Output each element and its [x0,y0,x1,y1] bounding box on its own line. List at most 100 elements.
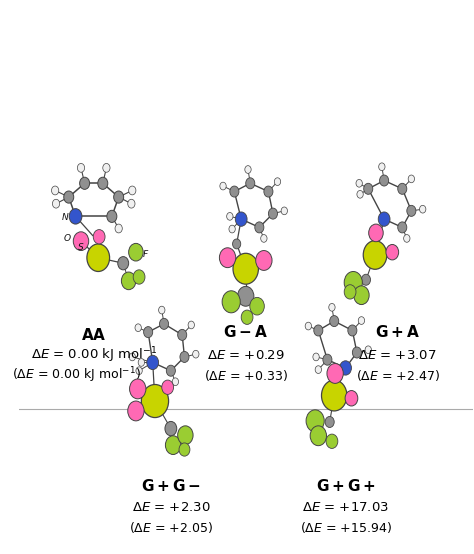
Text: ($\Delta\mathit{E}$ = +2.05): ($\Delta\mathit{E}$ = +2.05) [129,520,213,535]
Text: F: F [142,250,147,259]
Circle shape [118,257,128,270]
Circle shape [188,321,194,329]
Circle shape [398,222,407,233]
Circle shape [364,183,373,194]
Circle shape [314,325,323,336]
Circle shape [404,234,410,242]
Circle shape [128,186,136,195]
Circle shape [274,178,281,186]
Circle shape [362,274,371,285]
Circle shape [327,363,343,383]
Circle shape [255,250,272,270]
Circle shape [178,426,193,444]
Text: ($\Delta\mathit{E}$ = +0.33): ($\Delta\mathit{E}$ = +0.33) [204,368,288,383]
Circle shape [321,380,347,411]
Circle shape [128,401,144,421]
Text: $\Delta\mathit{E}$ = 0.00 kJ mol$^{-1}$: $\Delta\mathit{E}$ = 0.00 kJ mol$^{-1}$ [31,346,157,365]
Circle shape [325,417,334,428]
Circle shape [305,322,311,330]
Circle shape [363,240,387,269]
Circle shape [165,436,181,454]
Circle shape [246,178,255,189]
Text: S: S [78,243,84,252]
Circle shape [103,163,110,172]
Circle shape [135,324,141,332]
Circle shape [356,179,362,187]
Circle shape [330,316,339,327]
Circle shape [306,410,324,432]
Circle shape [107,211,117,222]
Circle shape [310,426,327,445]
Circle shape [237,286,254,306]
Circle shape [365,346,372,353]
Circle shape [93,229,105,244]
Circle shape [241,310,253,325]
Circle shape [354,286,369,305]
Circle shape [165,422,177,436]
Text: O: O [64,234,71,243]
Circle shape [323,354,332,365]
Circle shape [313,353,319,361]
Circle shape [255,222,264,233]
Text: $\mathbf{G+G-}$: $\mathbf{G+G-}$ [141,479,201,495]
Text: ($\Delta\mathit{E}$ = +15.94): ($\Delta\mathit{E}$ = +15.94) [300,520,392,535]
Circle shape [147,355,159,370]
Circle shape [166,365,175,376]
Circle shape [121,272,136,290]
Circle shape [141,384,169,418]
Circle shape [69,209,82,224]
Circle shape [159,306,165,314]
Circle shape [128,199,135,208]
Circle shape [160,319,169,330]
Circle shape [268,208,277,219]
Circle shape [378,212,390,226]
Circle shape [408,175,415,183]
Text: N: N [62,213,69,222]
Circle shape [340,361,351,375]
Circle shape [136,367,142,375]
Circle shape [77,163,85,172]
Circle shape [98,177,108,189]
Circle shape [379,163,385,171]
Text: $\Delta\mathit{E}$ = +2.30: $\Delta\mathit{E}$ = +2.30 [131,501,210,514]
Circle shape [133,270,145,284]
Circle shape [352,347,362,358]
Circle shape [245,166,251,173]
Circle shape [192,350,199,358]
Circle shape [73,232,89,250]
Circle shape [230,186,239,197]
Circle shape [345,391,358,406]
Circle shape [114,191,124,203]
Circle shape [315,366,321,373]
Circle shape [261,234,267,242]
Circle shape [380,175,389,186]
Circle shape [264,186,273,197]
Circle shape [344,271,362,294]
Text: $\mathbf{G+A}$: $\mathbf{G+A}$ [375,324,420,340]
Circle shape [348,325,357,336]
Text: $\Delta\mathit{E}$ = +0.29: $\Delta\mathit{E}$ = +0.29 [207,349,284,362]
Circle shape [129,353,136,361]
Circle shape [178,330,187,340]
Circle shape [80,177,90,189]
Text: $\Delta\mathit{E}$ = +3.07: $\Delta\mathit{E}$ = +3.07 [358,349,437,362]
Circle shape [233,239,241,249]
Circle shape [180,351,189,362]
Circle shape [358,317,365,325]
Circle shape [128,243,143,261]
Circle shape [52,186,59,195]
Circle shape [357,191,363,198]
Text: $\mathbf{AA}$: $\mathbf{AA}$ [81,327,107,343]
Circle shape [172,378,179,386]
Circle shape [398,183,407,194]
Circle shape [227,213,233,220]
Circle shape [144,327,153,337]
Circle shape [369,224,383,242]
Text: $\mathbf{G-A}$: $\mathbf{G-A}$ [223,324,268,340]
Circle shape [87,244,109,271]
Circle shape [229,225,235,233]
Circle shape [222,291,240,313]
Circle shape [162,380,173,394]
Circle shape [233,253,258,284]
Text: $\mathbf{G+G+}$: $\mathbf{G+G+}$ [316,479,375,495]
